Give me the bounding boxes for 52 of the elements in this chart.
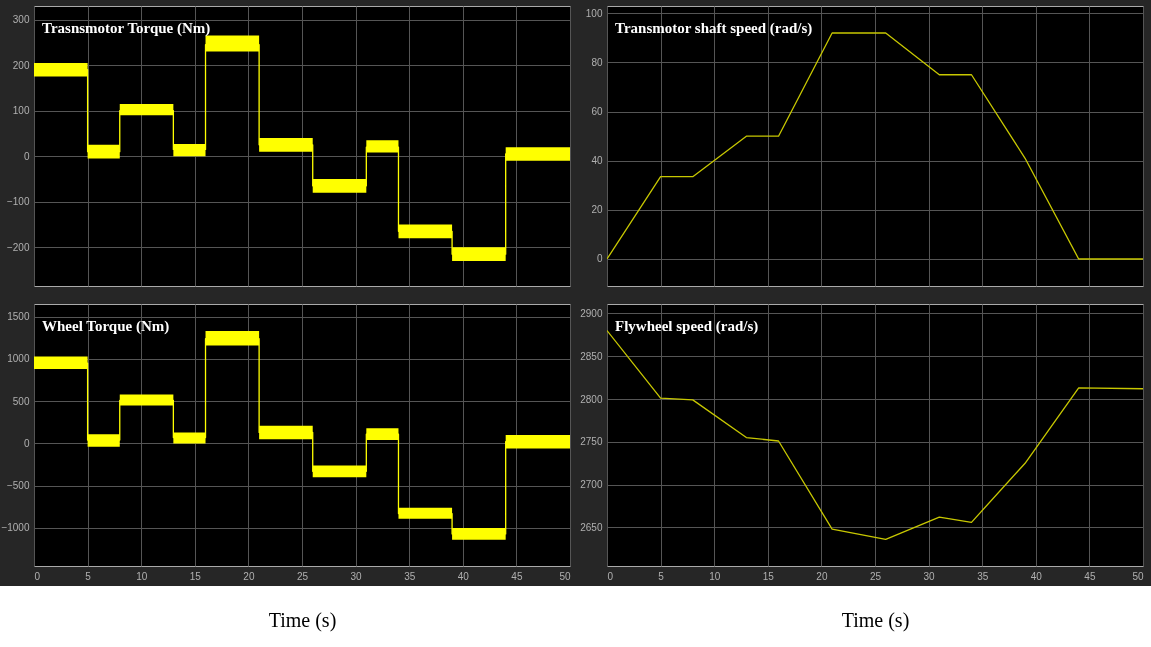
y-tick-label: 2700	[580, 479, 603, 491]
x-tick-label: 10	[136, 570, 148, 582]
text: Wheel Torque (Nm)	[42, 318, 170, 335]
x-tick-label: 45	[1084, 570, 1096, 582]
x-tick-label: 50	[1132, 570, 1144, 582]
y-tick-label: 300	[12, 14, 30, 26]
x-tick-label: 35	[977, 570, 989, 582]
y-tick-label: 2650	[580, 521, 603, 533]
x-tick-label: 30	[923, 570, 936, 582]
x-tick-label: 0	[607, 570, 614, 582]
text: Flywheel speed (rad/s)	[615, 318, 759, 335]
y-tick-label: −500	[6, 480, 30, 492]
y-tick-label: 200	[12, 59, 30, 71]
y-tick-label: 0	[596, 253, 603, 265]
x-tick-label: 20	[243, 570, 255, 582]
x-axis-title: Time (s)	[268, 608, 337, 632]
x-tick-label: 10	[709, 570, 721, 582]
y-tick-label: 100	[585, 7, 603, 19]
y-tick-label: 20	[591, 204, 603, 216]
y-tick-label: 2800	[580, 393, 603, 405]
y-tick-label: 2750	[580, 436, 603, 448]
x-tick-label: 50	[559, 570, 571, 582]
y-tick-label: 0	[23, 437, 30, 449]
y-tick-label: 1500	[7, 311, 30, 323]
y-tick-label: −200	[6, 241, 30, 253]
text: Trasnsmotor Torque (Nm)	[42, 20, 211, 37]
y-tick-label: 2850	[580, 350, 603, 362]
x-axis-title: Time (s)	[841, 608, 910, 632]
y-tick-label: 0	[23, 150, 30, 162]
x-tick-label: 5	[658, 570, 665, 582]
y-tick-label: 60	[591, 106, 603, 118]
y-tick-label: 1000	[7, 353, 30, 365]
x-tick-label: 15	[189, 570, 202, 582]
x-tick-label: 45	[511, 570, 523, 582]
x-tick-label: 25	[869, 570, 882, 582]
x-tick-label: 0	[34, 570, 41, 582]
x-tick-label: 25	[296, 570, 309, 582]
text: Transmotor shaft speed (rad/s)	[615, 20, 813, 37]
y-tick-label: 80	[591, 56, 603, 68]
x-tick-label: 40	[457, 570, 470, 582]
x-tick-label: 30	[350, 570, 363, 582]
y-tick-label: 500	[12, 395, 30, 407]
y-tick-label: 40	[591, 155, 603, 167]
y-tick-label: −100	[6, 196, 30, 208]
x-tick-label: 20	[816, 570, 828, 582]
x-tick-label: 5	[85, 570, 92, 582]
y-tick-label: 100	[12, 105, 30, 117]
y-tick-label: −1000	[1, 522, 30, 534]
y-tick-label: 2900	[580, 307, 603, 319]
x-tick-label: 15	[762, 570, 775, 582]
x-tick-label: 40	[1030, 570, 1043, 582]
x-tick-label: 35	[404, 570, 416, 582]
